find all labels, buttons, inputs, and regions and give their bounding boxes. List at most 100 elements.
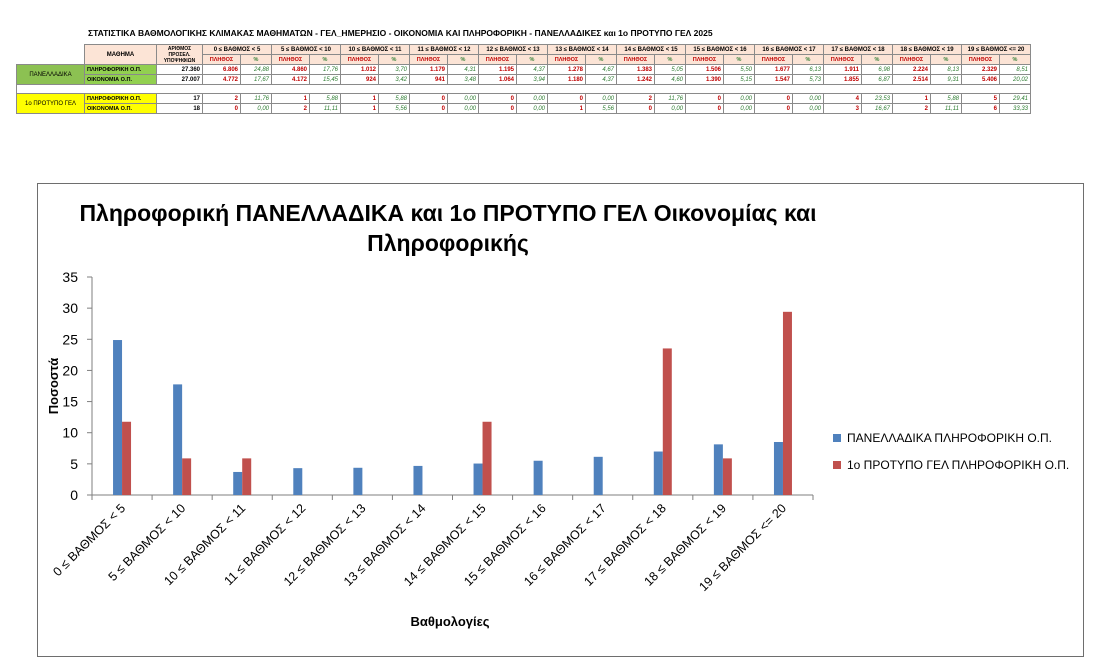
pct-value: 5,73	[792, 74, 824, 85]
pct-value: 8,13	[930, 64, 962, 75]
count-value: 941	[409, 74, 448, 85]
pct-value: 33,33	[999, 103, 1031, 114]
count-value: 0	[478, 103, 517, 114]
count-cell: 17	[156, 93, 203, 104]
bar-panelladika	[533, 460, 543, 495]
count-value: 1	[340, 93, 379, 104]
header-plithos: ΠΛΗΘΟΣ	[685, 54, 724, 65]
pct-value: 5,88	[309, 93, 341, 104]
subject-cell: ΟΙΚΟΝΟΜΙΑ Ο.Π.	[84, 74, 157, 85]
header-pct: %	[240, 54, 272, 65]
header-range: 12 ≤ ΒΑΘΜΟΣ < 13	[478, 44, 548, 55]
count-value: 1.547	[754, 74, 793, 85]
legend-swatch	[833, 461, 841, 469]
header-range: 18 ≤ ΒΑΘΜΟΣ < 19	[892, 44, 962, 55]
bar-panelladika	[113, 340, 123, 495]
header-pct: %	[792, 54, 824, 65]
count-value: 0	[478, 93, 517, 104]
count-value: 1.195	[478, 64, 517, 75]
count-value: 2	[271, 103, 310, 114]
pct-value: 0,00	[792, 103, 824, 114]
bar-panelladika	[713, 444, 723, 495]
subject-cell: ΠΛΗΡΟΦΟΡΙΚΗ Ο.Π.	[84, 64, 157, 75]
pct-value: 0,00	[447, 103, 479, 114]
pct-value: 11,11	[309, 103, 341, 114]
pct-value: 5,88	[930, 93, 962, 104]
count-value: 0	[547, 93, 586, 104]
count-value: 2.224	[892, 64, 931, 75]
pct-value: 6,98	[861, 64, 893, 75]
y-tick-label: 25	[62, 331, 78, 347]
header-blank-cell	[17, 45, 85, 65]
pct-value: 29,41	[999, 93, 1031, 104]
header-pct: %	[999, 54, 1031, 65]
count-value: 924	[340, 74, 379, 85]
header-plithos: ΠΛΗΘΟΣ	[892, 54, 931, 65]
count-value: 0	[685, 93, 724, 104]
count-value: 6	[961, 103, 1000, 114]
pct-value: 0,00	[723, 93, 755, 104]
spacer-row	[16, 84, 1031, 94]
header-range: 15 ≤ ΒΑΘΜΟΣ < 16	[685, 44, 755, 55]
group-label: ΠΑΝΕΛΛΑΔΙΚΑ	[16, 64, 85, 85]
header-range: 17 ≤ ΒΑΘΜΟΣ < 18	[823, 44, 893, 55]
header-pct: %	[447, 54, 479, 65]
count-value: 2	[616, 93, 655, 104]
header-plithos: ΠΛΗΘΟΣ	[340, 54, 379, 65]
count-value: 0	[754, 103, 793, 114]
bar-panelladika	[353, 467, 363, 495]
count-value: 0	[409, 103, 448, 114]
bar-protypo	[242, 458, 252, 495]
bar-protypo	[782, 311, 792, 495]
legend-swatch	[833, 434, 841, 442]
bar-panelladika	[173, 384, 183, 495]
header-subject: ΜΑΘΗΜΑ	[84, 44, 157, 65]
pct-value: 0,00	[723, 103, 755, 114]
bar-panelladika	[293, 468, 303, 495]
count-cell: 18	[156, 103, 203, 114]
header-pct: %	[378, 54, 410, 65]
header-plithos: ΠΛΗΘΟΣ	[478, 54, 517, 65]
bar-panelladika	[653, 451, 663, 495]
count-value: 0	[754, 93, 793, 104]
count-value: 1.506	[685, 64, 724, 75]
pct-value: 24,88	[240, 64, 272, 75]
table-row: 1ο ΠΡΟΤΥΠΟ ΓΕΛ ΠΛΗΡΟΦΟΡΙΚΗ Ο.Π. 17 2 11,76 1 5…	[16, 93, 1031, 114]
pct-value: 0,00	[516, 103, 548, 114]
bar-protypo	[662, 348, 672, 495]
header-range: 13 ≤ ΒΑΘΜΟΣ < 14	[547, 44, 617, 55]
table-title: ΣΤΑΤΙΣΤΙΚΑ ΒΑΘΜΟΛΟΓΙΚΗΣ ΚΛΙΜΑΚΑΣ ΜΑΘΗΜΑΤ…	[88, 28, 713, 38]
pct-value: 0,00	[792, 93, 824, 104]
y-tick-label: 0	[70, 487, 78, 503]
pct-value: 3,42	[378, 74, 410, 85]
count-value: 0	[409, 93, 448, 104]
header-plithos: ΠΛΗΘΟΣ	[202, 54, 241, 65]
pct-value: 0,00	[447, 93, 479, 104]
bar-panelladika	[773, 441, 783, 495]
header-range: 5 ≤ ΒΑΘΜΟΣ < 10	[271, 44, 341, 55]
header-range: 10 ≤ ΒΑΘΜΟΣ < 11	[340, 44, 410, 55]
pct-value: 11,76	[240, 93, 272, 104]
count-value: 2	[202, 93, 241, 104]
pct-value: 3,48	[447, 74, 479, 85]
header-pct: %	[723, 54, 755, 65]
count-value: 1	[547, 103, 586, 114]
pct-value: 4,37	[516, 64, 548, 75]
chart-title: Πληροφορική ΠΑΝΕΛΛΑΔΙΚΑ και 1ο ΠΡΟΤΥΠΟ Γ…	[38, 198, 858, 258]
count-value: 1	[271, 93, 310, 104]
pct-value: 11,11	[930, 103, 962, 114]
count-value: 6.806	[202, 64, 241, 75]
pct-value: 17,67	[240, 74, 272, 85]
stats-table: ΜΑΘΗΜΑ ΑΡΙΘΜΟΣ ΠΡΟΣΕΛ. ΥΠΟΨΗΦΙΩΝ 0 ≤ ΒΑΘΜΟ…	[16, 44, 1031, 114]
header-plithos: ΠΛΗΘΟΣ	[823, 54, 862, 65]
header-pct: %	[654, 54, 686, 65]
bar-protypo	[182, 458, 192, 495]
pct-value: 4,31	[447, 64, 479, 75]
y-axis-title: Ποσοστά	[46, 358, 61, 415]
count-value: 4	[823, 93, 862, 104]
count-value: 0	[202, 103, 241, 114]
pct-value: 5,88	[378, 93, 410, 104]
header-range: 0 ≤ ΒΑΘΜΟΣ < 5	[202, 44, 272, 55]
header-pct: %	[585, 54, 617, 65]
